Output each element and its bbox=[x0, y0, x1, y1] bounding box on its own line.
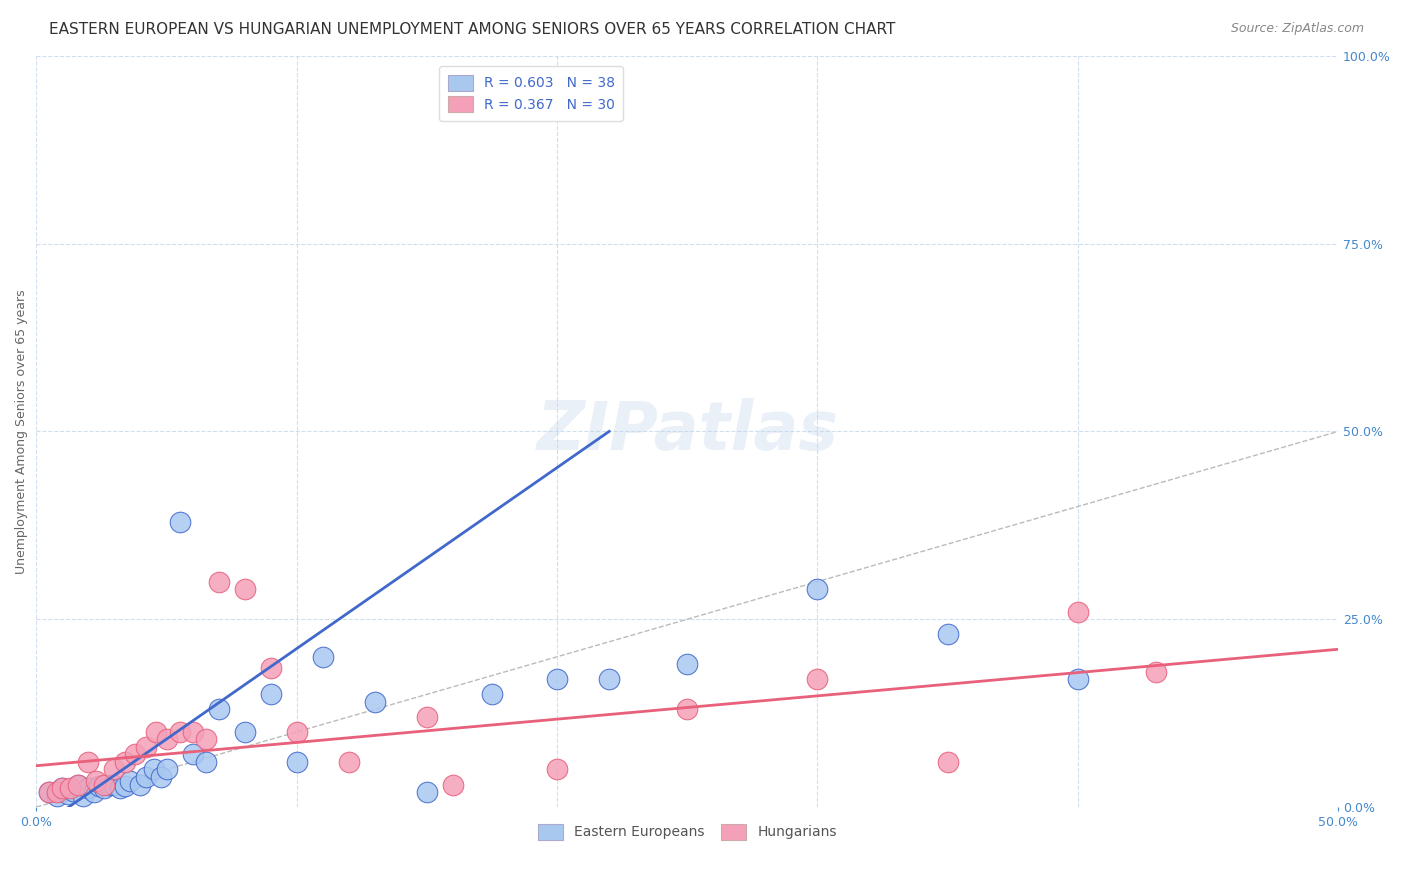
Point bbox=[260, 687, 283, 701]
Point bbox=[546, 763, 568, 777]
Point bbox=[1067, 673, 1090, 687]
Text: Source: ZipAtlas.com: Source: ZipAtlas.com bbox=[1230, 22, 1364, 36]
Point bbox=[114, 755, 136, 769]
Point bbox=[72, 789, 94, 803]
Text: EASTERN EUROPEAN VS HUNGARIAN UNEMPLOYMENT AMONG SENIORS OVER 65 YEARS CORRELATI: EASTERN EUROPEAN VS HUNGARIAN UNEMPLOYME… bbox=[49, 22, 896, 37]
Point bbox=[285, 725, 308, 739]
Point bbox=[135, 739, 157, 754]
Point bbox=[62, 783, 84, 797]
Point bbox=[51, 781, 73, 796]
Point bbox=[155, 763, 177, 777]
Point bbox=[169, 515, 191, 529]
Point bbox=[108, 781, 131, 796]
Point bbox=[77, 755, 100, 769]
Point bbox=[598, 673, 620, 687]
Point bbox=[285, 755, 308, 769]
Point bbox=[312, 649, 335, 664]
Point bbox=[181, 725, 204, 739]
Point bbox=[936, 627, 959, 641]
Point bbox=[337, 755, 360, 769]
Point bbox=[103, 763, 125, 777]
Point bbox=[181, 747, 204, 762]
Point bbox=[1144, 665, 1167, 679]
Point bbox=[87, 779, 110, 793]
Y-axis label: Unemployment Among Seniors over 65 years: Unemployment Among Seniors over 65 years bbox=[15, 289, 28, 574]
Point bbox=[84, 773, 107, 788]
Point bbox=[56, 787, 79, 801]
Point bbox=[129, 777, 152, 791]
Point bbox=[194, 755, 217, 769]
Point bbox=[1067, 605, 1090, 619]
Point bbox=[416, 785, 439, 799]
Point bbox=[83, 785, 105, 799]
Point bbox=[38, 785, 60, 799]
Point bbox=[66, 777, 89, 791]
Point bbox=[46, 789, 69, 803]
Point bbox=[120, 773, 142, 788]
Point bbox=[114, 779, 136, 793]
Point bbox=[806, 582, 828, 596]
Point bbox=[546, 673, 568, 687]
Point bbox=[103, 777, 125, 791]
Point bbox=[260, 661, 283, 675]
Point bbox=[806, 673, 828, 687]
Point bbox=[38, 785, 60, 799]
Point bbox=[98, 777, 121, 791]
Point bbox=[77, 781, 100, 796]
Point bbox=[46, 785, 69, 799]
Point bbox=[124, 747, 146, 762]
Point bbox=[207, 574, 229, 589]
Point bbox=[150, 770, 173, 784]
Point bbox=[936, 755, 959, 769]
Point bbox=[364, 695, 387, 709]
Point bbox=[441, 777, 464, 791]
Point bbox=[481, 687, 503, 701]
Point bbox=[233, 725, 256, 739]
Point bbox=[194, 732, 217, 747]
Point bbox=[145, 725, 167, 739]
Point bbox=[93, 781, 115, 796]
Legend: Eastern Europeans, Hungarians: Eastern Europeans, Hungarians bbox=[533, 818, 842, 846]
Point bbox=[676, 702, 699, 716]
Point bbox=[142, 763, 165, 777]
Point bbox=[93, 777, 115, 791]
Point bbox=[66, 777, 89, 791]
Point bbox=[416, 710, 439, 724]
Point bbox=[233, 582, 256, 596]
Point bbox=[59, 781, 82, 796]
Point bbox=[676, 657, 699, 672]
Point bbox=[207, 702, 229, 716]
Point bbox=[155, 732, 177, 747]
Point bbox=[51, 781, 73, 796]
Point bbox=[135, 770, 157, 784]
Point bbox=[169, 725, 191, 739]
Text: ZIPatlas: ZIPatlas bbox=[536, 399, 838, 465]
